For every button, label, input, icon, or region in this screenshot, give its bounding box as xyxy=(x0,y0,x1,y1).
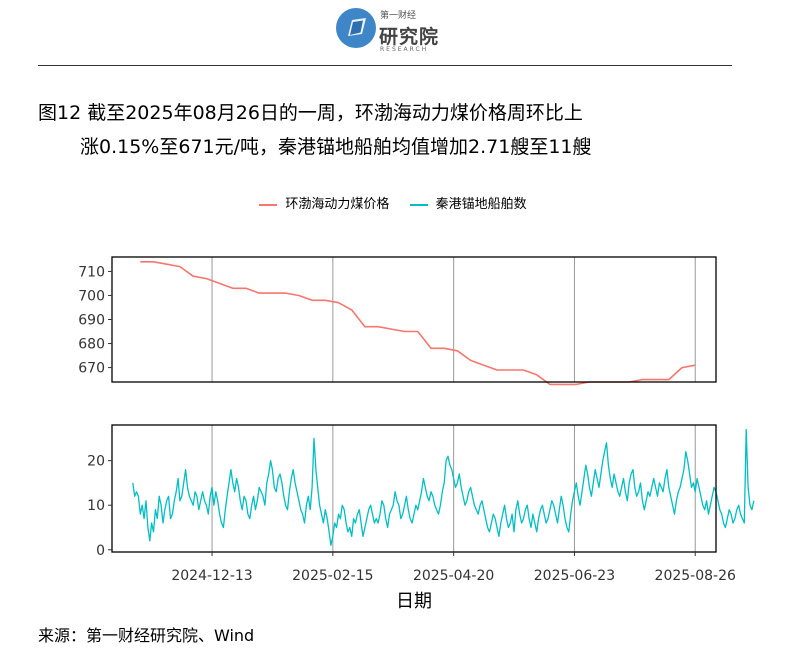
logo-english-name: RESEARCH xyxy=(380,46,429,53)
chart-panel-1: 670 680 690 700 710 xyxy=(78,256,717,386)
legend-item-price: 环渤海动力煤价格 xyxy=(259,193,389,212)
header-divider xyxy=(38,65,732,66)
x-tick-label: 2025-04-20 xyxy=(413,568,494,584)
series-line-price xyxy=(140,260,696,386)
figure-title: 图12 截至2025年08月26日的一周，环渤海动力煤价格周环比上 涨0.15%… xyxy=(38,96,738,164)
figure-title-line1: 图12 截至2025年08月26日的一周，环渤海动力煤价格周环比上 xyxy=(38,102,583,124)
x-tick-label: 2025-06-23 xyxy=(534,568,615,584)
y-tick-label: 20 xyxy=(87,454,105,470)
panel-frame xyxy=(111,256,717,383)
figure-title-line2: 涨0.15%至671元/吨，秦港锚地船舶均值增加2.71艘至11艘 xyxy=(80,136,592,158)
y-tick-label: 670 xyxy=(78,361,105,377)
logo-badge-icon xyxy=(336,8,376,48)
panel-frame xyxy=(111,424,717,553)
legend-swatch-price xyxy=(259,203,278,206)
research-institute-logo: 第一财经 研究院 RESEARCH xyxy=(336,4,446,56)
logo-top-text: 第一财经 xyxy=(380,11,417,21)
legend-item-ships: 秦港锚地船舶数 xyxy=(409,193,527,212)
y-tick-label: 680 xyxy=(78,337,105,353)
logo-chinese-name: 研究院 xyxy=(379,26,440,48)
y-tick-label: 10 xyxy=(87,498,105,514)
chart-panel-2: 0 10 20 xyxy=(87,424,755,559)
x-tick-label: 2024-12-13 xyxy=(171,568,252,584)
y-tick-label: 700 xyxy=(78,288,105,304)
series-line-ships xyxy=(132,428,755,546)
chart-legend: 环渤海动力煤价格 秦港锚地船舶数 xyxy=(0,193,786,212)
y-tick-label: 710 xyxy=(78,264,105,280)
legend-swatch-ships xyxy=(409,203,428,206)
x-tick-label: 2025-08-26 xyxy=(655,568,736,584)
legend-label-ships: 秦港锚地船舶数 xyxy=(435,197,527,212)
y-tick-label: 0 xyxy=(96,543,105,559)
legend-label-price: 环渤海动力煤价格 xyxy=(285,197,390,212)
x-axis-label: 日期 xyxy=(396,591,432,612)
x-tick-label: 2025-02-15 xyxy=(292,568,373,584)
y-tick-label: 690 xyxy=(78,313,105,329)
source-note: 来源：第一财经研究院、Wind xyxy=(38,626,255,645)
